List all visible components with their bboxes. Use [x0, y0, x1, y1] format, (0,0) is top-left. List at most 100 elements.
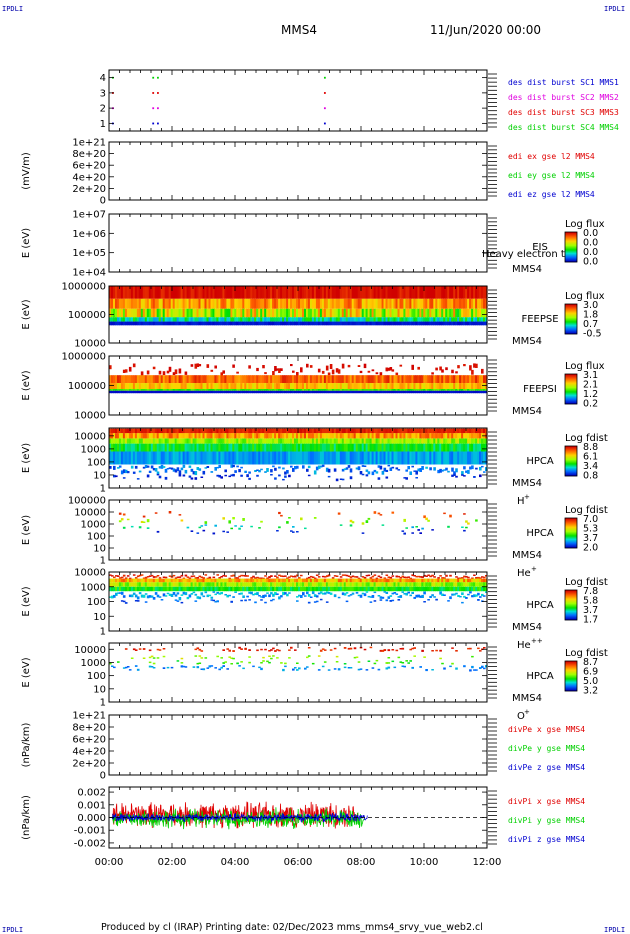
spectrogram-cell — [345, 286, 349, 299]
spectrogram-cell — [457, 321, 460, 326]
spectrogram-cell — [122, 513, 126, 516]
spectrogram-cell — [395, 317, 399, 322]
spectrogram-cell — [109, 438, 112, 444]
spectrogram-cell — [158, 577, 162, 579]
spectrogram-cell — [453, 286, 456, 299]
spectrogram-cell — [270, 469, 273, 473]
spectrogram-cell — [192, 438, 196, 444]
spectrogram-cell — [206, 308, 210, 318]
spectrogram-cell — [202, 470, 206, 475]
spectrogram-cell — [276, 433, 279, 439]
spectrogram-cell — [126, 433, 130, 439]
spectrogram-cell — [461, 601, 464, 604]
spectrogram-cell — [425, 286, 428, 299]
spectrogram-cell — [250, 308, 253, 318]
spectrogram-cell — [429, 286, 432, 299]
spectrogram-cell — [409, 298, 412, 309]
spectrogram-cell — [109, 286, 112, 299]
spectrogram-cell — [178, 433, 182, 439]
spectrogram-cell — [349, 519, 353, 523]
spectrogram-cell — [240, 286, 243, 299]
spectrogram-cell — [242, 390, 245, 394]
spectrogram-cell — [276, 368, 279, 371]
spectrogram-cell — [122, 469, 126, 474]
colorbar-cell — [565, 304, 577, 306]
spectrogram-cell — [433, 321, 436, 326]
spectrogram-cell — [431, 389, 434, 391]
spectrogram-cell — [290, 390, 293, 394]
spectrogram-cell — [134, 586, 138, 592]
spectrogram-cell — [315, 443, 319, 452]
spectrogram-cell — [228, 286, 231, 299]
spectrogram-cell — [377, 428, 381, 434]
spectrogram-cell — [246, 595, 249, 598]
spectrogram-cell — [315, 578, 319, 583]
spectrogram-cell — [262, 594, 265, 599]
spectrogram-cell — [156, 471, 160, 475]
spectrogram-cell — [284, 582, 287, 587]
spectrogram-cell — [329, 383, 333, 389]
spectrogram-cell — [445, 298, 448, 309]
spectrogram-cell — [306, 438, 309, 444]
spectrogram-cell — [467, 286, 470, 299]
spectrogram-cell — [282, 375, 285, 384]
spectrogram-cell — [186, 596, 190, 600]
spectrogram-cell — [142, 389, 146, 391]
spectrogram-cell — [130, 375, 134, 384]
spectrogram-cell — [443, 383, 446, 389]
spectrogram-cell — [294, 286, 297, 299]
spectrogram-cell — [379, 465, 383, 470]
spectrogram-cell — [429, 308, 432, 318]
spectrogram-cell — [387, 383, 391, 389]
spectrogram-cell — [266, 308, 269, 318]
colorbar-cell — [565, 466, 577, 468]
spectrogram-cell — [162, 438, 166, 444]
burst-point — [323, 122, 326, 125]
spectrogram-cell — [186, 526, 190, 529]
spectrogram-cell — [447, 286, 450, 299]
spectrogram-cell — [355, 578, 359, 583]
spectrogram-cell — [407, 390, 410, 394]
spectrogram-cell — [427, 390, 430, 394]
spectrogram-cell — [236, 451, 239, 465]
spectrogram-cell — [483, 438, 486, 444]
spectrogram-cell — [473, 578, 476, 583]
spectrogram-cell — [146, 443, 150, 452]
colorbar-cell — [565, 459, 577, 461]
spectrogram-cell — [111, 586, 114, 592]
spectrogram-cell — [423, 389, 426, 391]
spectrogram-cell — [337, 582, 341, 587]
spectrogram-cell — [128, 443, 132, 452]
spectrogram-cell — [250, 576, 253, 579]
spectrogram-cell — [313, 428, 317, 434]
spectrogram-cell — [182, 443, 186, 452]
spectrogram-cell — [479, 308, 482, 318]
spectrogram-cell — [109, 582, 112, 587]
spectrogram-cell — [288, 390, 291, 394]
spectrogram-cell — [256, 438, 259, 444]
colorbar-cell — [565, 313, 577, 315]
spectrogram-cell — [186, 576, 190, 578]
spectrogram-cell — [264, 298, 267, 309]
spectrogram-cell — [164, 476, 168, 480]
spectrogram-cell — [246, 383, 249, 389]
spectrogram-cell — [186, 582, 190, 587]
spectrogram-cell — [479, 577, 482, 579]
spectrogram-cell — [449, 578, 452, 583]
spectrogram-cell — [172, 390, 176, 394]
spectrogram-cell — [345, 574, 349, 577]
spectrogram-cell — [365, 389, 369, 391]
spectrogram-cell — [262, 578, 265, 583]
spectrogram-cell — [435, 443, 438, 452]
spectrogram-cell — [184, 375, 188, 384]
spectrogram-cell — [381, 524, 385, 526]
spectrogram-cell — [132, 582, 136, 587]
spectrogram-cell — [198, 364, 202, 367]
spectrogram-cell — [313, 578, 317, 583]
spectrogram-cell — [411, 438, 414, 444]
spectrogram-cell — [333, 586, 337, 592]
spectrogram-cell — [311, 390, 315, 394]
spectrogram-cell — [391, 511, 395, 514]
spectrogram-cell — [168, 593, 172, 596]
